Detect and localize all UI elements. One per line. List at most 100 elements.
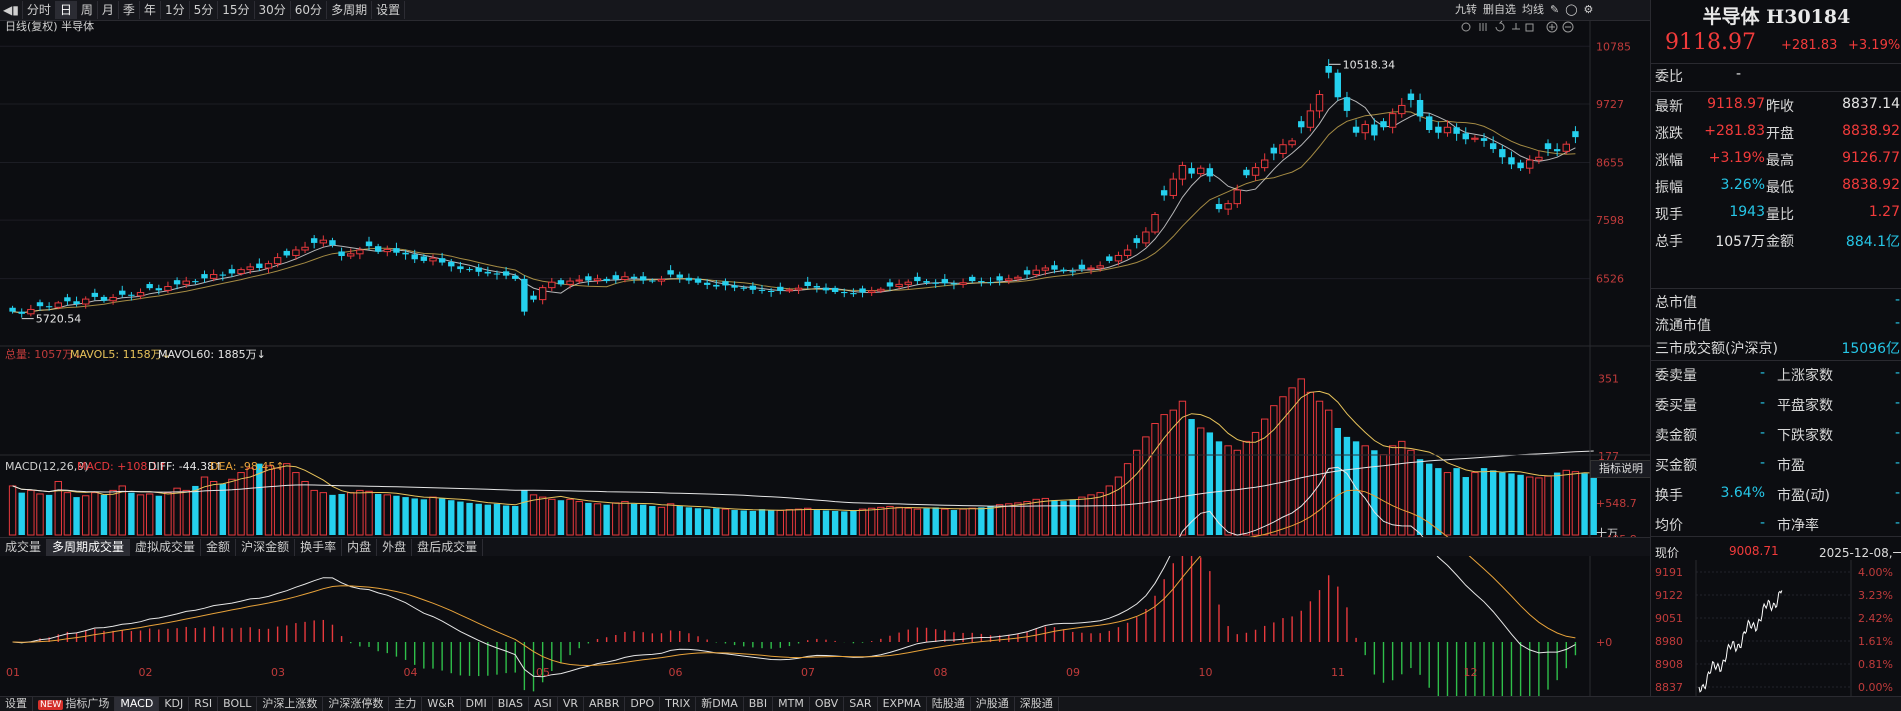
indicator-tab-24[interactable]: 沪股通 [971, 697, 1015, 711]
candle [1014, 275, 1022, 282]
candle [1334, 69, 1342, 101]
indicator-tab-9[interactable]: W&R [422, 697, 461, 711]
volume-tab-1[interactable]: 多周期成交量 [47, 538, 131, 556]
volume-bar [575, 501, 583, 536]
period-tab-12[interactable]: 设置 [372, 1, 406, 19]
volume-tab-5[interactable]: 换手率 [295, 538, 343, 556]
indicator-tab-25[interactable]: 深股通 [1015, 697, 1059, 711]
bars-icon[interactable] [1479, 23, 1487, 31]
indicator-tab-18[interactable]: BBI [744, 697, 774, 711]
pin-icon[interactable] [1512, 23, 1520, 30]
period-tab-4[interactable]: 季 [119, 1, 140, 19]
indicator-tab-22[interactable]: EXPMA [878, 697, 927, 711]
volume-tab-4[interactable]: 沪深金额 [236, 538, 296, 556]
candle [895, 279, 903, 290]
volume-tab-8[interactable]: 盘后成交量 [412, 538, 484, 556]
period-tab-5[interactable]: 年 [140, 1, 161, 19]
volume-bar [1499, 472, 1506, 535]
ma-lines-button[interactable]: 均线 [1522, 3, 1544, 16]
volume-bar [767, 510, 775, 535]
candle [228, 264, 236, 278]
volume-bar [319, 492, 328, 536]
period-tab-6[interactable]: 1分 [161, 1, 190, 19]
price-axis-label: 7598 [1596, 214, 1624, 227]
indicator-tab-3[interactable]: KDJ [159, 697, 190, 711]
quote-row: 总手 1057万 金额 884.1亿 [1651, 231, 1901, 257]
indicator-tab-6[interactable]: 沪深上涨数 [257, 697, 324, 711]
indicator-tab-16[interactable]: TRIX [660, 697, 697, 711]
zoom-out-icon[interactable] [1562, 21, 1574, 33]
volume-tab-6[interactable]: 内盘 [342, 538, 378, 556]
candle [146, 281, 153, 291]
volume-bar [256, 463, 263, 535]
remove-favorite-button[interactable]: 删自选 [1483, 3, 1516, 16]
indicator-tab-10[interactable]: DMI [461, 697, 493, 711]
candle [192, 278, 199, 285]
volume-tab-7[interactable]: 外盘 [377, 538, 413, 556]
indicator-tab-8[interactable]: 主力 [389, 697, 423, 711]
indicator-tab-4[interactable]: RSI [189, 697, 219, 711]
indicator-help-button[interactable]: 指标说明 [1590, 460, 1652, 478]
undo-icon[interactable] [1495, 20, 1505, 32]
volume-tabs: 成交量 多周期成交量 虚拟成交量 金额 沪深金额 换手率 内盘 外盘 盘后成交量 [0, 537, 1650, 556]
zoom-in-icon[interactable] [1546, 21, 1558, 33]
circle-icon[interactable]: ◯ [1565, 3, 1578, 16]
volume-bar [1398, 440, 1406, 536]
indicator-tab-7[interactable]: 沪深涨停数 [323, 697, 390, 711]
period-tab-0[interactable]: 分时 [23, 1, 56, 19]
indicator-tab-11[interactable]: BIAS [493, 697, 530, 711]
settings-gear-icon[interactable]: ⚙ [1583, 3, 1594, 16]
period-tab-2[interactable]: 周 [77, 1, 98, 19]
indicator-tab-0[interactable]: 设置 [0, 697, 33, 711]
chart-tool-icons[interactable] [1461, 20, 1574, 33]
period-tab-7[interactable]: 5分 [190, 1, 219, 19]
period-tab-8[interactable]: 15分 [218, 1, 255, 19]
mini-intraday-chart[interactable]: 9191 4.00% 9122 3.23% 9051 2.42% 8980 1.61% 8908… [1651, 560, 1901, 696]
volume-tab-0[interactable]: 成交量 [0, 538, 48, 556]
indicator-tab-19[interactable]: MTM [773, 697, 810, 711]
period-tab-10[interactable]: 60分 [291, 1, 328, 19]
quote-value: 8838.92 [1842, 123, 1900, 139]
candle [612, 271, 619, 284]
indicator-tab-21[interactable]: SAR [844, 697, 878, 711]
jiuzhuan-button[interactable]: 九转 [1455, 3, 1477, 16]
panel-toggle-icon[interactable]: ◀▮ [0, 1, 23, 19]
indicator-tab-12[interactable]: ASI [529, 697, 558, 711]
volume-bar [100, 494, 108, 535]
indicator-tab-14[interactable]: ARBR [584, 697, 626, 711]
mavol60-line [12, 450, 1594, 507]
quote-label: 现手 [1655, 207, 1683, 223]
indicator-tab-20[interactable]: OBV [810, 697, 845, 711]
volume-bar [822, 510, 830, 535]
dea-line [12, 489, 1576, 667]
chart-area[interactable]: 日线(复权) 半导体 10785 9727 8655 7598 6526 10518.3… [0, 20, 1650, 696]
indicator-tab-15[interactable]: DPO [625, 697, 661, 711]
period-tab-1[interactable]: 日 [55, 1, 77, 19]
indicator-tab-17[interactable]: 新DMA [696, 697, 744, 711]
mavol60-legend: MAVOL60: 1885万↓ [158, 348, 266, 361]
volume-tab-3[interactable]: 金额 [201, 538, 237, 556]
draw-tool-icon[interactable]: ✎ [1550, 3, 1560, 16]
indicator-tab-5[interactable]: BOLL [218, 697, 258, 711]
period-tab-3[interactable]: 月 [98, 1, 119, 19]
indicator-tab-13[interactable]: VR [558, 697, 584, 711]
indicator-tab-label: DPO [630, 697, 655, 710]
candle [1069, 267, 1076, 277]
order-value: - [1759, 365, 1765, 381]
candle [1224, 200, 1232, 216]
indicator-tab-2[interactable]: MACD [115, 697, 160, 711]
indicator-tab-1[interactable]: NEW 指标广场 [33, 697, 116, 711]
volume-bar [1425, 463, 1433, 535]
price-axis-label: 6526 [1596, 273, 1624, 286]
volume-tab-2[interactable]: 虚拟成交量 [130, 538, 202, 556]
period-tab-9[interactable]: 30分 [255, 1, 291, 19]
candle [493, 270, 501, 280]
candle [639, 271, 647, 285]
lock-icon[interactable] [1525, 23, 1534, 32]
indicator-tab-23[interactable]: 陆股通 [927, 697, 971, 711]
mini-right-axis: 4.00% [1858, 566, 1893, 579]
period-tab-11[interactable]: 多周期 [327, 1, 373, 19]
volume-bar [402, 497, 409, 535]
candle [859, 285, 866, 298]
eye-icon[interactable] [1461, 22, 1471, 32]
